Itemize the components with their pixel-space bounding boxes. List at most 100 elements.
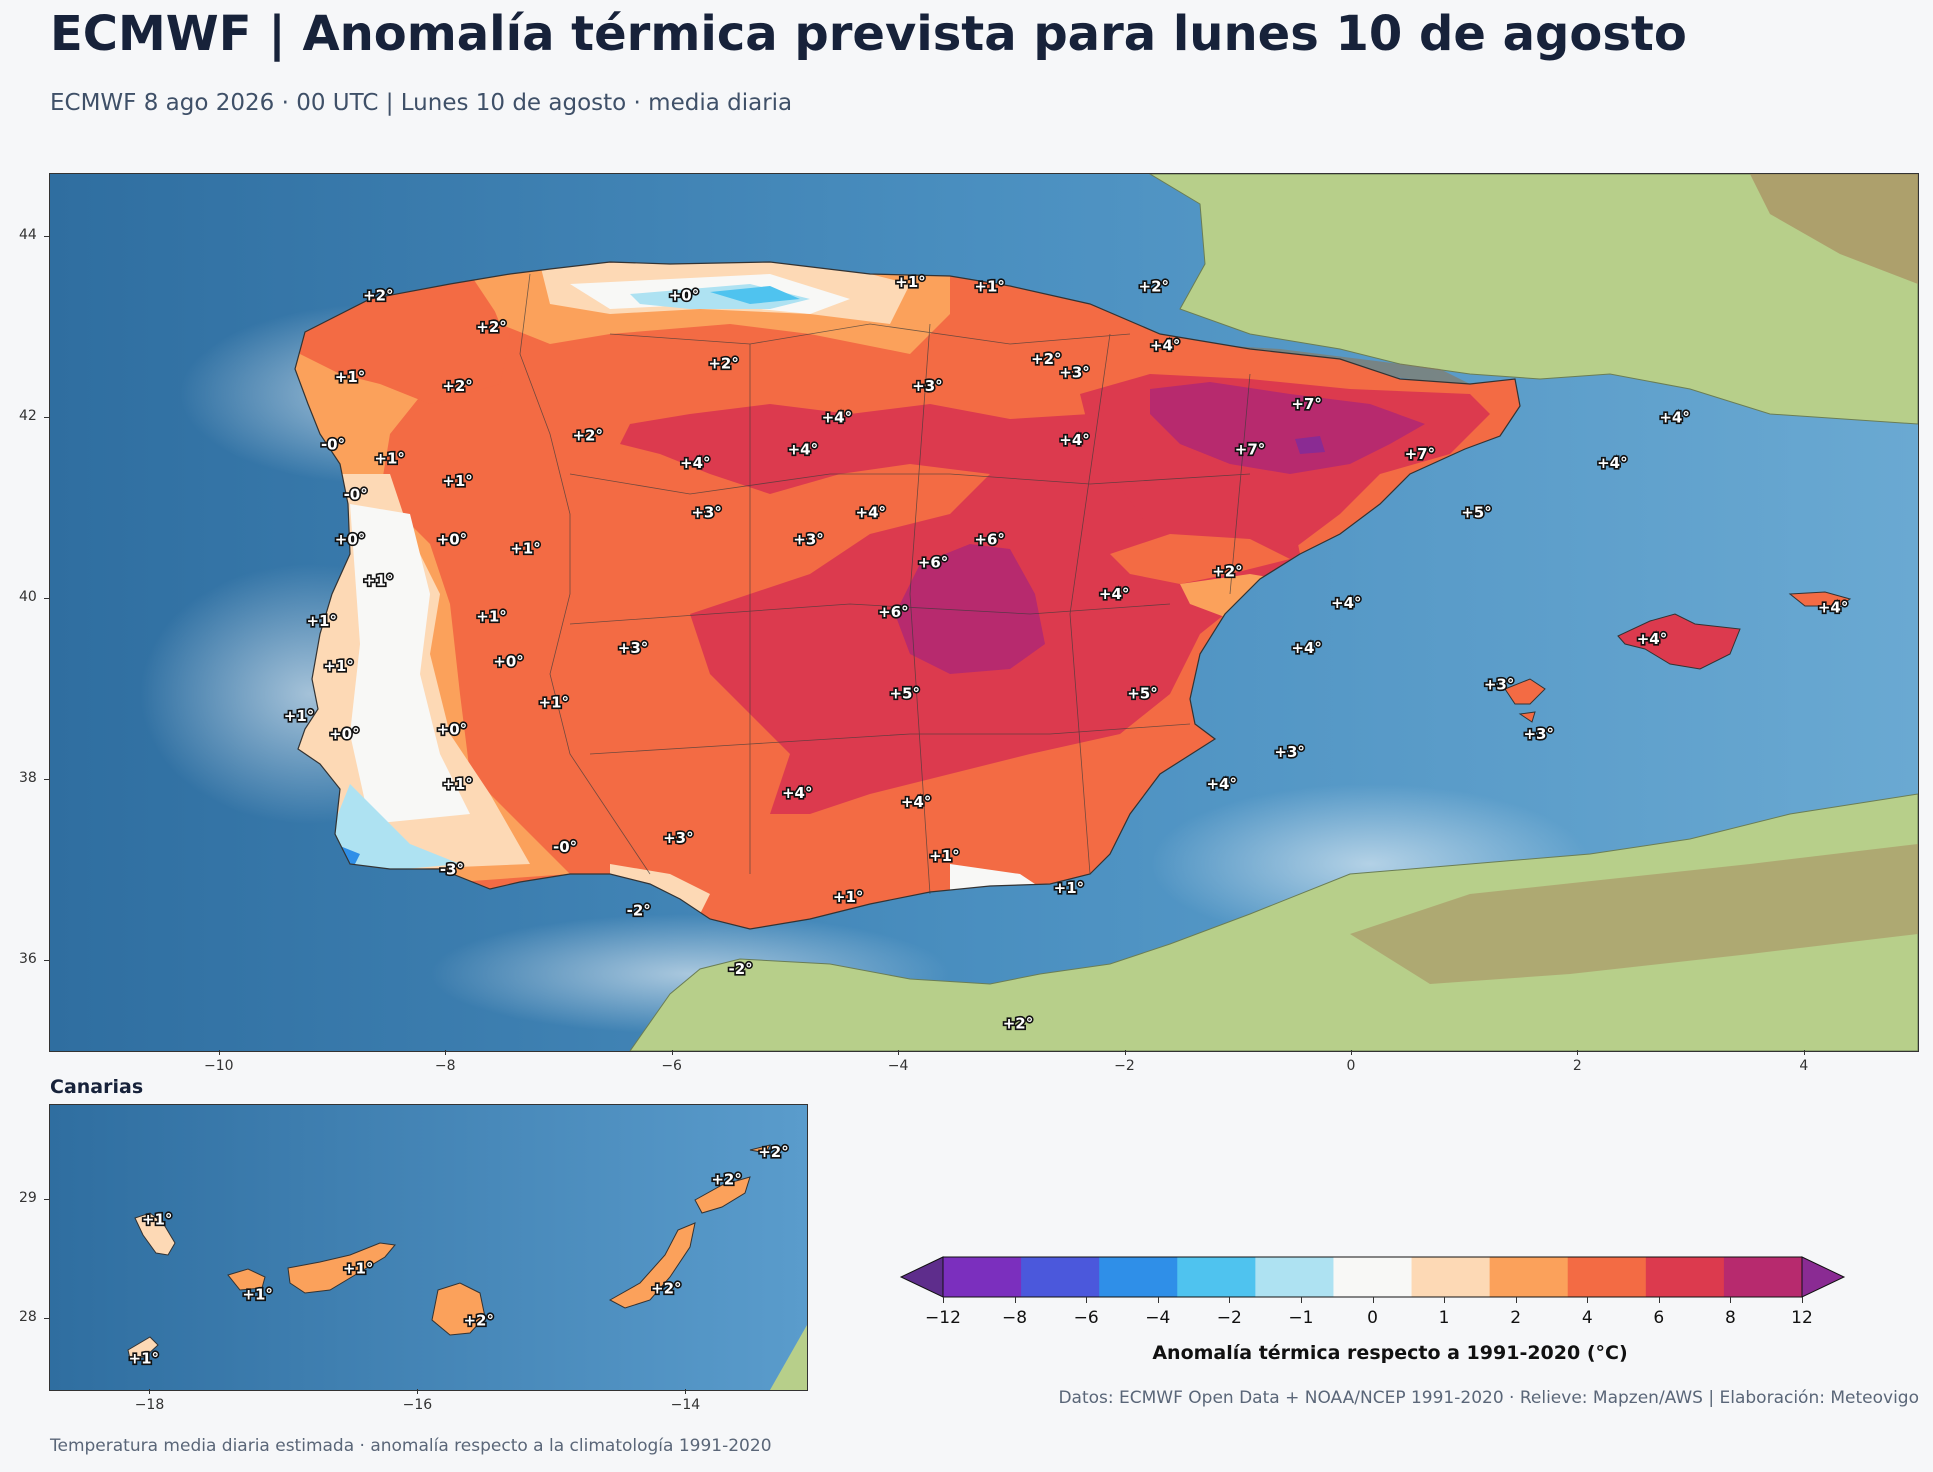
anomaly-label: +4°: [1597, 454, 1628, 472]
colorbar-segment: [1021, 1257, 1100, 1297]
africa-land: [629, 793, 1918, 1051]
canarias-inset-map[interactable]: +1° +1° +1° +2° +2° +2° +2° +1°: [49, 1104, 808, 1391]
lon-tick-mark: [685, 1389, 687, 1394]
inset-map-canvas: +1° +1° +1° +2° +2° +2° +2° +1°: [50, 1105, 807, 1390]
colorbar-tick-label: −2: [1216, 1308, 1242, 1328]
anomaly-label: +1°: [284, 707, 315, 725]
anomaly-label: +1°: [142, 1211, 173, 1229]
lon-tick-label: −2: [1114, 1058, 1135, 1074]
colorbar-tick-label: 0: [1367, 1308, 1378, 1328]
anomaly-label: +2°: [442, 377, 473, 395]
colorbar-border: [942, 1256, 1803, 1298]
anomaly-label: +4°: [1099, 585, 1130, 603]
anomaly-label: +4°: [856, 504, 887, 522]
colorbar-segment: [1255, 1257, 1334, 1297]
lon-tick-label: −8: [434, 1058, 456, 1074]
lat-tick-mark: [44, 597, 49, 599]
anomaly-label: -2°: [627, 901, 651, 919]
anomaly-label: +4°: [1150, 336, 1181, 354]
lat-tick-label: 42: [19, 408, 37, 425]
lat-tick-mark: [44, 236, 49, 238]
colorbar-tick-label: −12: [925, 1308, 961, 1328]
anomaly-label: +2°: [708, 354, 739, 372]
lon-tick-label: −18: [134, 1397, 165, 1413]
lat-tick-label: 40: [19, 588, 37, 605]
anomaly-label: +1°: [242, 1286, 273, 1304]
lon-tick-mark: [218, 1050, 220, 1055]
colorbar-segment: [1645, 1257, 1725, 1297]
colorbar-tick-mark: [943, 1297, 944, 1303]
anomaly-label: +4°: [1659, 409, 1690, 427]
anomaly-label: +5°: [889, 684, 920, 702]
lon-tick-label: −14: [670, 1397, 701, 1413]
anomaly-label: +2°: [758, 1143, 789, 1161]
lon-tick-mark: [898, 1050, 900, 1055]
anomaly-label: +3°: [618, 639, 649, 657]
colorbar-tick-label: 12: [1791, 1308, 1813, 1328]
lat-tick-label: 44: [19, 227, 37, 244]
colorbar-tick-label: −6: [1073, 1308, 1099, 1328]
anomaly-label: +3°: [1523, 725, 1554, 743]
lon-tick-label: 0: [1346, 1058, 1356, 1074]
anomaly-label: +3°: [1484, 675, 1515, 693]
anomaly-label: +1°: [539, 693, 570, 711]
anomaly-label: +1°: [363, 571, 394, 589]
anomaly-label: +6°: [878, 603, 909, 621]
colorbar-tick-label: 4: [1581, 1308, 1593, 1328]
admin-borders: [519, 273, 1251, 895]
main-map[interactable]: +2° +2° +0° +1° +1° +2° +1° +2° +2° +3° +2° +3° +4° +…: [49, 173, 1919, 1052]
colorbar-label: Anomalía térmica respecto a 1991-2020 (°…: [1152, 1342, 1628, 1364]
anomaly-label: +4°: [822, 409, 853, 427]
credits: Datos: ECMWF Open Data + NOAA/NCEP 1991-…: [1058, 1388, 1919, 1408]
lat-tick-label: 38: [19, 769, 37, 786]
page-title: ECMWF | Anomalía térmica prevista para l…: [50, 6, 1687, 62]
anomaly-label: +1°: [974, 278, 1005, 296]
anomaly-label: +1°: [442, 472, 473, 490]
lon-tick-label: −4: [887, 1058, 909, 1074]
anomaly-label: +3°: [793, 531, 824, 549]
lat-tick-label: 28: [19, 1308, 37, 1325]
colorbar-segment: [1567, 1257, 1647, 1297]
colorbar-segment: [1723, 1257, 1803, 1297]
lon-tick-mark: [1803, 1050, 1805, 1055]
lon-tick-mark: [671, 1050, 673, 1055]
africa-coast: [770, 1325, 807, 1390]
lon-tick-label: −16: [402, 1397, 433, 1413]
inset-map-labels: +1° +1° +1° +2° +2° +2° +2° +1°: [127, 1141, 790, 1369]
lon-tick-mark: [417, 1389, 419, 1394]
anomaly-label: +0°: [437, 721, 468, 739]
colorbar-tick-mark: [1587, 1297, 1589, 1303]
colorbar-tick-mark: [1515, 1297, 1517, 1303]
anomaly-label: +2°: [572, 427, 603, 445]
colorbar-segment: [1489, 1257, 1569, 1297]
fuerteventura: [608, 1222, 696, 1309]
colorbar-tick-label: −1: [1288, 1308, 1314, 1328]
anomaly-label: +7°: [1405, 445, 1436, 463]
anomaly-label: +4°: [782, 784, 813, 802]
lat-tick-mark: [44, 959, 49, 961]
anomaly-label: +2°: [711, 1170, 742, 1188]
colorbar-segment: [1177, 1257, 1256, 1297]
anomaly-label: +2°: [1003, 1014, 1034, 1032]
anomaly-label: +4°: [1637, 630, 1668, 648]
anomaly-label: +1°: [1054, 879, 1085, 897]
colorbar-segment: [1411, 1257, 1491, 1297]
colorbar-segment: [1333, 1257, 1413, 1297]
anomaly-label: +4°: [901, 793, 932, 811]
anomaly-label: +2°: [1031, 350, 1062, 368]
anomaly-label: +3°: [912, 377, 943, 395]
anomaly-label: +1°: [476, 608, 507, 626]
anomaly-label: +4°: [1059, 431, 1090, 449]
colorbar-tick-mark: [1157, 1297, 1159, 1303]
anomaly-label: +2°: [476, 318, 507, 336]
colorbar-tick-mark: [1444, 1297, 1446, 1303]
main-map-labels: +2° +2° +0° +1° +1° +2° +1° +2° +2° +3° +2° +3° +4° +…: [282, 271, 1850, 1034]
anomaly-label: +3°: [691, 504, 722, 522]
mallorca: [1617, 613, 1741, 670]
colorbar-extend-high: [1801, 1256, 1846, 1298]
anomaly-label: +1°: [833, 888, 864, 906]
colorbar-extend-low: [899, 1256, 944, 1298]
lanzarote: [694, 1176, 751, 1214]
anomaly-label: +3°: [1274, 743, 1305, 761]
anomaly-label: +1°: [335, 368, 366, 386]
